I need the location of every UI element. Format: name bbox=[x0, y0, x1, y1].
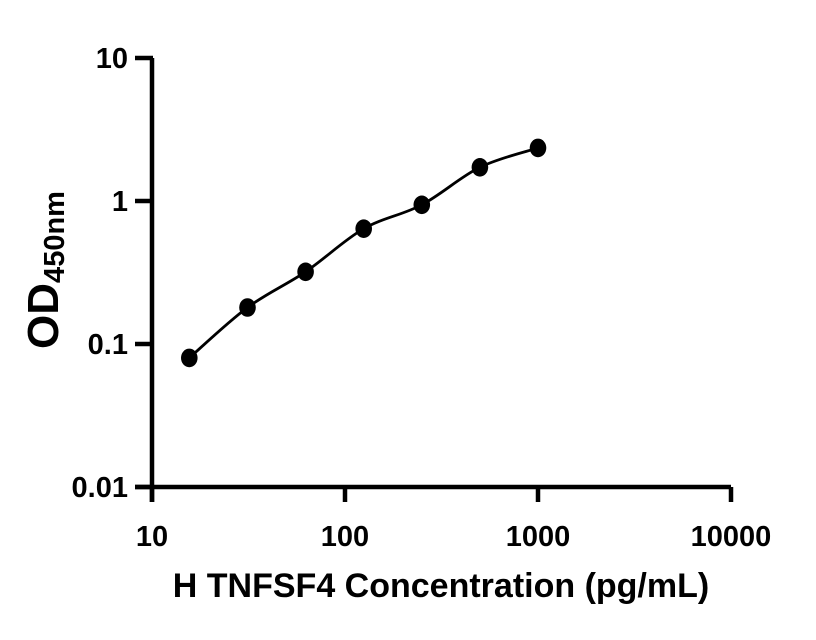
data-point-marker bbox=[239, 298, 256, 317]
y-axis-tick-label: 1 bbox=[112, 186, 128, 218]
data-point-marker bbox=[413, 195, 431, 215]
y-axis-tick-label: 0.01 bbox=[72, 472, 128, 504]
data-point-marker bbox=[181, 348, 198, 368]
standard-curve-line bbox=[188, 146, 539, 359]
x-axis-title: H TNFSF4 Concentration (pg/mL) bbox=[173, 567, 709, 605]
y-axis-title-subscript: 450nm bbox=[39, 191, 71, 283]
x-axis-tick-label: 10 bbox=[136, 521, 168, 553]
data-point-marker bbox=[529, 138, 547, 158]
data-series bbox=[181, 138, 547, 368]
data-point-marker bbox=[471, 158, 489, 177]
y-axis-tick-label: 10 bbox=[96, 43, 128, 75]
y-axis-tick-label: 0.1 bbox=[88, 329, 128, 361]
y-axis-title: OD450nm bbox=[19, 191, 71, 349]
x-axis-tick-label: 1000 bbox=[506, 521, 571, 553]
data-point-marker bbox=[355, 219, 373, 238]
y-axis-title-main: OD bbox=[19, 283, 68, 349]
data-point-marker bbox=[297, 262, 314, 282]
axes bbox=[135, 55, 734, 502]
x-axis-tick-label: 100 bbox=[321, 521, 369, 553]
x-axis-tick-label: 10000 bbox=[691, 521, 772, 553]
